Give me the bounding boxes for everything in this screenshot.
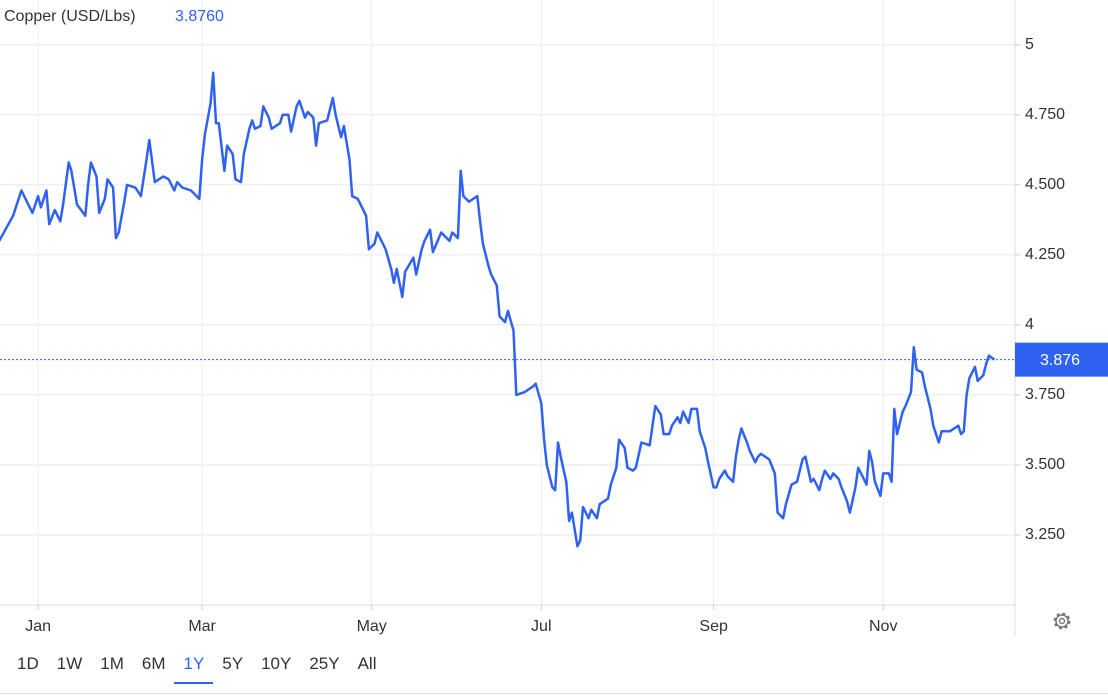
y-tick-label: 3.500 [1025,456,1065,473]
current-price-box [1015,342,1108,377]
chart-title: Copper (USD/Lbs) [4,8,136,25]
range-button[interactable]: 6M [141,654,166,673]
range-button[interactable]: 1Y [174,648,214,684]
gear-hub [1058,617,1066,625]
range-buttons: 1D 1W 1M 6M 1Y 5Y 10Y 25Y All [8,648,385,692]
price-line [0,71,996,548]
divider [0,693,1108,694]
y-tick-label: 4.500 [1025,176,1065,193]
x-tick-label: Sep [699,618,728,635]
x-tick-label: Jul [531,618,551,635]
gear-teeth [1053,612,1071,630]
y-tick-label: 4.250 [1025,246,1065,263]
x-tick-label: Jan [25,618,51,635]
y-tick-label: 3.750 [1025,386,1065,403]
y-tick-label: 4.750 [1025,106,1065,123]
y-tick-label: 3.250 [1025,526,1065,543]
settings-icon[interactable] [1053,612,1071,630]
x-tick-label: Mar [188,618,216,635]
range-button[interactable]: 1D [17,654,39,673]
current-price-label: 3.876 [1040,352,1080,369]
range-button[interactable]: All [357,654,377,673]
range-button[interactable]: 10Y [261,654,292,673]
chart-subtitle: 3.8760 [175,8,224,25]
range-button[interactable]: 25Y [309,654,340,673]
range-button[interactable]: 1W [56,654,83,673]
chart: Copper (USD/Lbs) 3.8760 3.250 3.500 3.750 4… [0,0,1108,636]
y-tick-label: 4 [1025,316,1034,333]
x-tick-label: May [357,618,387,635]
range-button[interactable]: 1M [100,654,124,673]
x-tick-label: Nov [869,618,897,635]
y-tick-label: 5 [1025,36,1034,53]
gear-ring [1055,614,1069,628]
range-button[interactable]: 5Y [222,654,244,673]
